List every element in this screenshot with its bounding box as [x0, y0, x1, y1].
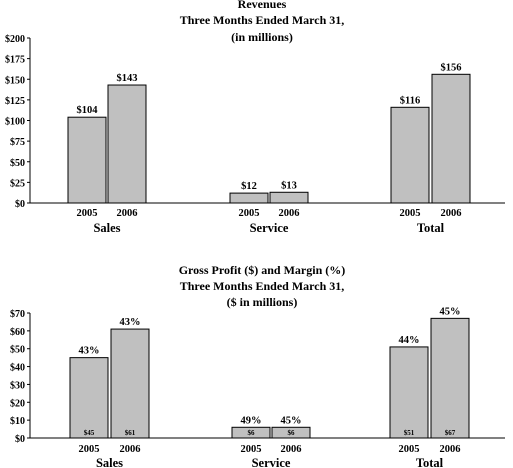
bar-service-2005	[229, 192, 269, 204]
x-group-label: Total	[417, 221, 445, 235]
y-tick-label: $10	[10, 416, 25, 427]
x-group-label: Service	[250, 221, 289, 235]
y-tick-label: $0	[15, 199, 25, 210]
y-tick-label: $125	[5, 96, 25, 107]
bar-data-label: $13	[281, 180, 297, 191]
y-tick-label: $175	[5, 55, 25, 66]
bar-inner-label: $45	[84, 429, 95, 437]
y-tick-label: $30	[10, 380, 25, 391]
x-year-label: 2005	[77, 208, 98, 219]
bar-inner-label: $51	[404, 429, 415, 437]
y-tick-label: $60	[10, 327, 25, 338]
x-year-label: 2005	[400, 208, 421, 219]
bar-data-label: 45%	[281, 415, 302, 426]
y-tick-label: $100	[5, 117, 25, 128]
bar-data-label: $104	[77, 105, 99, 116]
bar-total-2005	[390, 106, 430, 204]
y-tick-label: $150	[5, 75, 25, 86]
x-year-label: 2005	[399, 444, 420, 455]
x-group-label: Sales	[96, 456, 123, 468]
chart-title-line: Three Months Ended March 31,	[180, 279, 345, 293]
bar-service-2006	[271, 426, 311, 439]
x-year-label: 2006	[279, 208, 300, 219]
chart-title-line: Gross Profit ($) and Margin (%)	[179, 263, 346, 277]
bar-sales-2005	[67, 116, 107, 204]
bar-service-2006	[269, 191, 309, 204]
y-tick-label: $20	[10, 398, 25, 409]
x-year-label: 2006	[117, 208, 138, 219]
x-year-label: 2006	[440, 444, 461, 455]
bar-data-label: $156	[441, 62, 462, 73]
x-group-label: Sales	[93, 221, 120, 235]
x-year-label: 2005	[79, 444, 100, 455]
bar-total-2006	[430, 317, 470, 439]
chart-title-line: Revenues	[238, 0, 287, 11]
bar-sales-2006	[110, 328, 150, 439]
bar-total-2005	[389, 346, 429, 439]
bar-sales-2006	[107, 84, 147, 204]
y-tick-label: $50	[10, 345, 25, 356]
bar-data-label: 45%	[440, 306, 461, 317]
chart-title-line: Three Months Ended March 31,	[180, 13, 345, 27]
bar-data-label: $12	[241, 181, 257, 192]
chart-title-line: ($ in millions)	[227, 295, 298, 309]
bar-data-label: 43%	[120, 317, 141, 328]
bar-inner-label: $61	[125, 429, 136, 437]
bar-data-label: $143	[117, 73, 138, 84]
y-tick-label: $50	[10, 158, 25, 169]
bar-inner-label: $6	[248, 429, 256, 437]
bar-service-2005	[231, 426, 271, 439]
bar-data-label: 49%	[241, 415, 262, 426]
y-tick-label: $70	[10, 309, 25, 320]
x-group-label: Total	[416, 456, 444, 468]
y-tick-label: $25	[10, 178, 25, 189]
bar-inner-label: $67	[445, 429, 456, 437]
chart-title-line: (in millions)	[231, 30, 293, 44]
x-year-label: 2005	[239, 208, 260, 219]
y-tick-label: $0	[15, 434, 25, 445]
y-tick-label: $75	[10, 137, 25, 148]
bar-sales-2005	[69, 357, 109, 439]
x-year-label: 2006	[120, 444, 141, 455]
bar-total-2006	[431, 73, 471, 204]
x-year-label: 2005	[241, 444, 262, 455]
x-year-label: 2006	[441, 208, 462, 219]
bar-inner-label: $6	[288, 429, 296, 437]
bar-data-label: 44%	[399, 335, 420, 346]
x-group-label: Service	[252, 456, 291, 468]
y-tick-label: $200	[5, 34, 25, 45]
x-year-label: 2006	[281, 444, 302, 455]
bar-data-label: 43%	[79, 346, 100, 357]
bar-data-label: $116	[400, 95, 420, 106]
y-tick-label: $40	[10, 363, 25, 374]
